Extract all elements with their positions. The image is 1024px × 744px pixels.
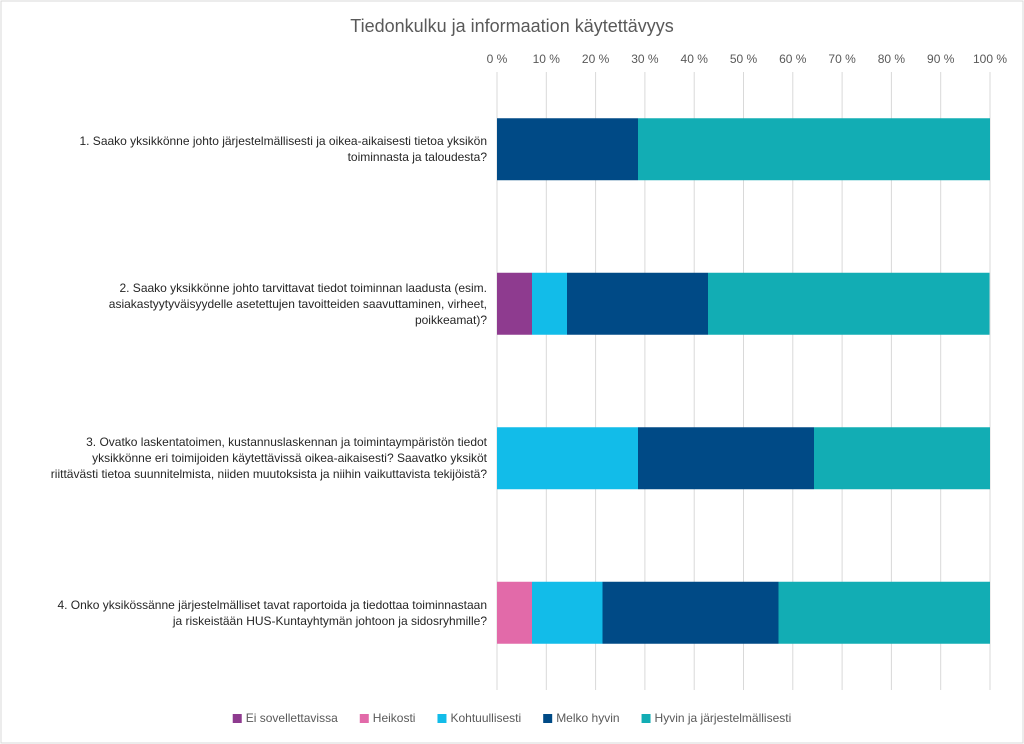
x-tick-label: 20 % [582,52,610,66]
x-tick-label: 0 % [487,52,508,66]
x-tick-label: 80 % [878,52,906,66]
bar-segment [708,272,990,335]
legend-label: Kohtuullisesti [450,711,521,725]
legend-swatch [437,714,447,723]
legend-label: Heikosti [373,711,416,725]
bar-segment [497,272,533,335]
category-label: 2. Saako yksikkönne johto tarvittavat ti… [108,280,487,327]
x-tick-label: 60 % [779,52,807,66]
category-label: 4. Onko yksikössänne järjestelmälliset t… [57,597,487,628]
bar-segment [497,118,638,181]
legend-swatch [232,714,242,723]
bar-segment [637,427,814,490]
legend-label: Ei sovellettavissa [246,711,338,725]
bar-segment [778,581,990,644]
x-tick-label: 10 % [533,52,561,66]
bar-segment [567,272,709,335]
bar-segment [637,118,990,181]
chart-title: Tiedonkulku ja informaation käytettävyys [350,16,674,36]
x-tick-label: 70 % [828,52,856,66]
bar-segment [813,427,990,490]
legend-label: Melko hyvin [556,711,619,725]
bar-segment [602,581,779,644]
legend-swatch [359,714,369,723]
x-tick-label: 90 % [927,52,955,66]
legend-label: Hyvin ja järjestelmällisesti [655,711,792,725]
bar-segment [532,272,568,335]
x-tick-label: 50 % [730,52,758,66]
x-tick-label: 40 % [681,52,709,66]
category-label: 1. Saako yksikkönne johto järjestelmälli… [79,134,487,165]
bar-segment [532,581,603,644]
legend-swatch [543,714,553,723]
x-tick-label: 100 % [973,52,1007,66]
bar-segment [497,581,533,644]
category-label: 3. Ovatko laskentatoimen, kustannuslaske… [50,435,487,482]
bar-segment [497,427,638,490]
legend-swatch [641,714,651,723]
x-tick-label: 30 % [631,52,659,66]
